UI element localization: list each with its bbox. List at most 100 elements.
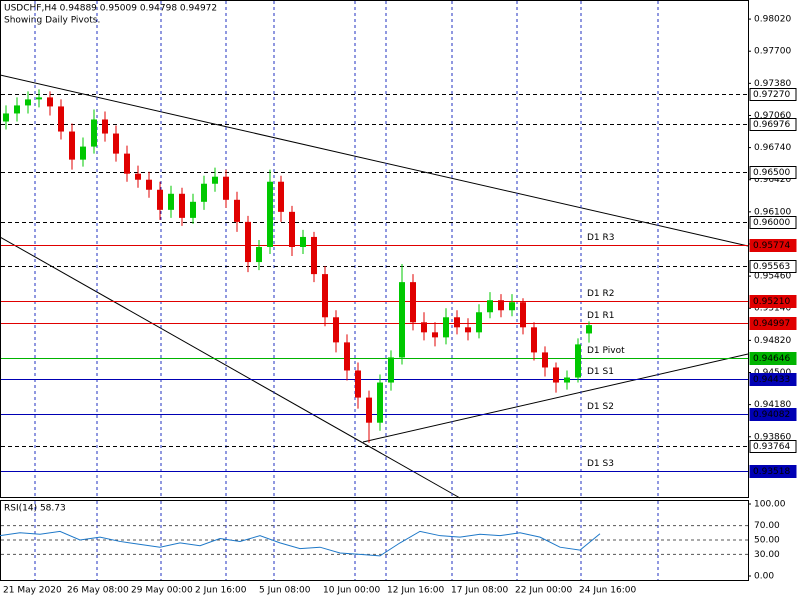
candle-body — [509, 302, 515, 311]
candle-body — [322, 274, 328, 318]
candle-body — [3, 113, 9, 122]
candle-body — [432, 332, 438, 338]
candle-body — [333, 317, 339, 343]
y-tick-label: 0.93860 — [754, 432, 791, 442]
candle-body — [575, 344, 581, 378]
x-tick-label: 5 Jun 08:00 — [259, 586, 311, 596]
candle-body — [25, 99, 31, 106]
candle-body — [223, 176, 229, 200]
pivot-name: D1 S1 — [587, 367, 614, 377]
trend-line — [0, 74, 749, 247]
candle-body — [399, 282, 405, 358]
level-label: 0.96000 — [753, 218, 790, 228]
y-tick-label: 0.97700 — [754, 47, 791, 57]
candle-body — [47, 97, 53, 107]
level-tag — [749, 352, 797, 365]
candle-body — [586, 325, 592, 334]
candle-body — [454, 317, 460, 328]
rsi-tick-label: 50.00 — [754, 536, 780, 546]
candle-body — [476, 312, 482, 333]
y-tick-label: 0.94820 — [754, 336, 791, 346]
level-tag — [749, 440, 797, 453]
candle-body — [212, 176, 218, 184]
candle-body — [355, 370, 361, 398]
candle-body — [410, 282, 416, 323]
x-tick-label: 10 Jun 00:00 — [323, 586, 380, 596]
level-label: 0.93518 — [753, 467, 790, 477]
rsi-tick-label: 0.00 — [754, 572, 774, 582]
pivot-name: D1 Pivot — [587, 346, 625, 356]
chart-title: USDCHF,H4 0.94889 0.95009 0.94798 0.9497… — [4, 4, 217, 14]
level-tag — [749, 239, 797, 252]
level-label: 0.93764 — [753, 442, 790, 452]
candle-body — [36, 97, 42, 100]
level-tag — [749, 465, 797, 478]
level-label: 0.94997 — [753, 319, 790, 329]
candle-body — [113, 133, 119, 154]
x-tick-label: 2 Jun 16:00 — [195, 586, 247, 596]
candle-body — [443, 317, 449, 338]
y-tick-label: 0.98020 — [754, 15, 791, 25]
main-pane — [0, 0, 749, 498]
candle-body — [157, 189, 163, 210]
level-tag — [749, 88, 797, 101]
candle-body — [487, 300, 493, 313]
trend-line — [0, 236, 461, 499]
level-label: 0.95563 — [753, 262, 790, 272]
candle-body — [498, 300, 504, 311]
pivot-name: D1 R2 — [587, 289, 615, 299]
candle-body — [135, 173, 141, 180]
candle-body — [300, 236, 306, 247]
x-tick-label: 17 Jun 08:00 — [451, 586, 508, 596]
candle-body — [102, 119, 108, 134]
y-tick-label: 0.96100 — [754, 207, 791, 217]
candle-body — [124, 153, 130, 174]
level-tag — [749, 317, 797, 330]
x-tick-label: 22 Jun 00:00 — [515, 586, 572, 596]
candle-body — [69, 131, 75, 160]
level-label: 0.96976 — [753, 120, 790, 130]
candle-body — [542, 352, 548, 368]
level-label: 0.96500 — [753, 168, 790, 178]
y-tick-label: 0.96420 — [754, 175, 791, 185]
candle-body — [58, 106, 64, 132]
candle-body — [190, 201, 196, 218]
x-tick-label: 12 Jun 16:00 — [387, 586, 444, 596]
level-label: 0.94646 — [753, 354, 790, 364]
x-tick-label: 21 May 2020 — [3, 586, 62, 596]
candle-body — [564, 377, 570, 383]
candle-body — [421, 322, 427, 333]
candle-body — [201, 183, 207, 202]
candle-body — [179, 193, 185, 218]
candle-body — [168, 193, 174, 210]
rsi-tick-label: 30.00 — [754, 550, 780, 560]
y-tick-label: 0.97380 — [754, 79, 791, 89]
candle-body — [14, 105, 20, 114]
pivot-name: D1 R1 — [587, 311, 615, 321]
level-label: 0.94082 — [753, 410, 790, 420]
level-label: 0.95210 — [753, 297, 790, 307]
trend-line — [362, 353, 749, 443]
candle-body — [388, 357, 394, 383]
pivot-name: D1 R3 — [587, 233, 615, 243]
level-label: 0.97270 — [753, 90, 790, 100]
candle-body — [465, 327, 471, 333]
candle-body — [520, 302, 526, 328]
level-tag — [749, 295, 797, 308]
candle-body — [289, 211, 295, 247]
candle-body — [531, 327, 537, 353]
candle-body — [377, 382, 383, 423]
candle-body — [311, 236, 317, 275]
level-label: 0.95774 — [753, 241, 790, 251]
level-tag — [749, 373, 797, 386]
y-tick-label: 0.95460 — [754, 272, 791, 282]
pivot-name: D1 S2 — [587, 402, 614, 412]
pivot-name: D1 S3 — [587, 459, 614, 469]
candle-body — [234, 199, 240, 222]
level-tag — [749, 260, 797, 273]
candle-body — [256, 246, 262, 263]
y-tick-label: 0.96740 — [754, 143, 791, 153]
candle-body — [553, 367, 559, 383]
y-tick-label: 0.94180 — [754, 400, 791, 410]
level-tag — [749, 166, 797, 179]
